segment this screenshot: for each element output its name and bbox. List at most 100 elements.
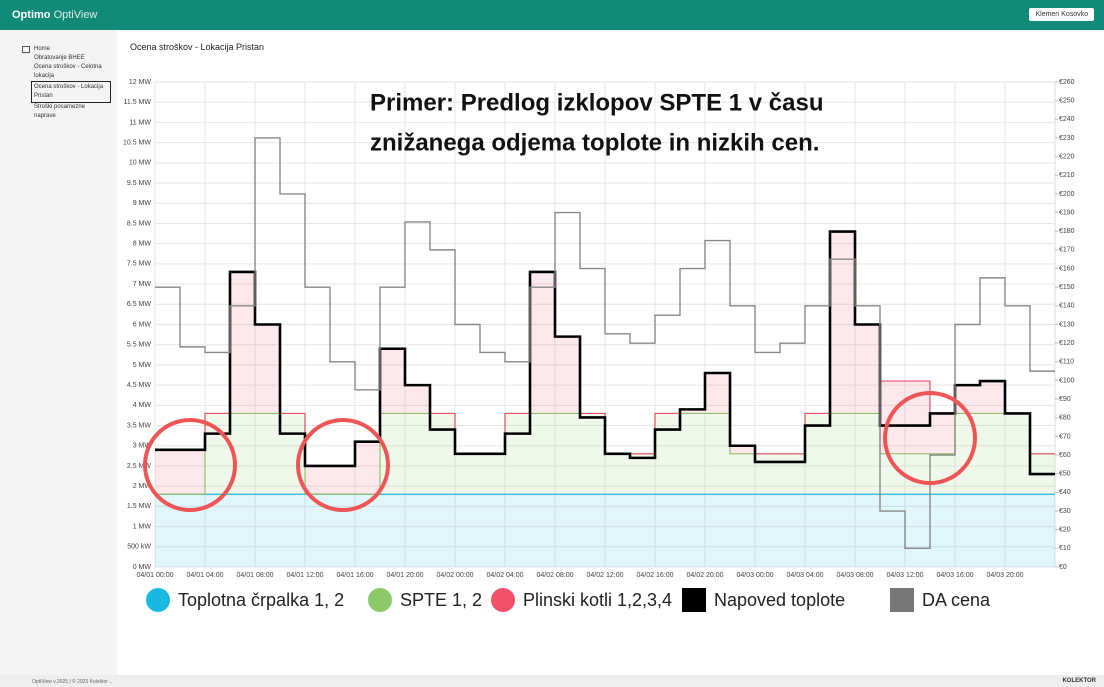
brand-name: Optimo bbox=[12, 9, 51, 21]
legend-item[interactable]: Toplotna črpalka 1, 2 bbox=[146, 588, 344, 612]
stack-segment bbox=[980, 413, 1005, 495]
y-tick-label: 11 MW bbox=[129, 119, 151, 126]
highlight-circle bbox=[296, 418, 390, 512]
x-tick-label: 04/03 12:00 bbox=[887, 572, 924, 579]
nav-item[interactable]: Home bbox=[22, 45, 108, 54]
stack-segment bbox=[705, 413, 730, 495]
y2-tick-label: €100 bbox=[1059, 377, 1075, 384]
stack-segment bbox=[680, 413, 705, 495]
legend-item[interactable]: SPTE 1, 2 bbox=[368, 588, 482, 612]
y-tick-label: 4.5 MW bbox=[127, 382, 152, 389]
legend-swatch bbox=[368, 588, 392, 612]
stack-segment bbox=[1005, 494, 1030, 567]
stack-segment bbox=[830, 413, 855, 495]
stack-segment bbox=[580, 494, 605, 567]
stack-segment bbox=[630, 494, 655, 567]
stack-segment bbox=[805, 413, 830, 495]
y-tick-label: 4 MW bbox=[133, 402, 152, 409]
stack-segment bbox=[805, 494, 830, 567]
legend-swatch bbox=[890, 588, 914, 612]
stack-segment bbox=[980, 494, 1005, 567]
stack-segment bbox=[430, 413, 455, 495]
stack-segment bbox=[430, 494, 455, 567]
step-line bbox=[155, 137, 1055, 550]
y-tick-label: 3 MW bbox=[133, 443, 152, 450]
x-tick-label: 04/02 04:00 bbox=[487, 572, 524, 579]
nav-item-active[interactable]: Ocena stroškov - Lokacija Pristan bbox=[31, 81, 111, 103]
stack-segment bbox=[455, 453, 480, 495]
legend-label: Plinski kotli 1,2,3,4 bbox=[523, 590, 672, 610]
y-tick-label: 10.5 MW bbox=[123, 139, 151, 146]
legend-item[interactable]: Napoved toplote bbox=[682, 588, 845, 612]
stack-segment bbox=[480, 494, 505, 567]
stack-segment bbox=[480, 453, 505, 495]
y-tick-label: 9.5 MW bbox=[127, 180, 152, 187]
y-tick-label: 10 MW bbox=[129, 160, 152, 167]
top-bar: Optimo OptiView Klemen Kosovko bbox=[0, 0, 1104, 30]
stack-segment bbox=[230, 271, 255, 414]
stack-segment bbox=[180, 494, 205, 567]
brand[interactable]: Optimo OptiView bbox=[12, 9, 97, 21]
y2-tick-label: €260 bbox=[1059, 79, 1075, 86]
y2-tick-label: €230 bbox=[1059, 135, 1075, 142]
y2-tick-label: €120 bbox=[1059, 340, 1075, 347]
x-tick-label: 04/02 08:00 bbox=[537, 572, 574, 579]
stack-segment bbox=[280, 494, 305, 567]
x-tick-label: 04/01 00:00 bbox=[137, 572, 174, 579]
stack-segment bbox=[330, 494, 355, 567]
y2-tick-label: €80 bbox=[1059, 415, 1071, 422]
stack-segment bbox=[855, 413, 880, 495]
y-tick-label: 9 MW bbox=[133, 200, 152, 207]
stack-segment bbox=[505, 494, 530, 567]
stack-segment bbox=[730, 445, 755, 454]
y2-tick-label: €110 bbox=[1059, 359, 1074, 366]
y2-tick-label: €240 bbox=[1059, 116, 1075, 123]
y-tick-label: 7 MW bbox=[133, 281, 152, 288]
stack-segment bbox=[905, 453, 930, 495]
stack-segment bbox=[930, 453, 955, 495]
y-tick-label: 12 MW bbox=[129, 79, 152, 86]
legend-item[interactable]: DA cena bbox=[890, 588, 991, 612]
y2-tick-label: €70 bbox=[1059, 433, 1071, 440]
y-tick-label: 500 kW bbox=[127, 544, 151, 551]
stack-segment bbox=[1005, 413, 1030, 495]
nav-item[interactable]: Obratovanje BHEE bbox=[34, 55, 85, 61]
stack-segment bbox=[880, 494, 905, 567]
stack-segment bbox=[1030, 494, 1055, 567]
nav-item[interactable]: Ocena stroškov - Celotna lokacija bbox=[34, 64, 102, 79]
stack-segment bbox=[555, 336, 580, 414]
y-tick-label: 0 MW bbox=[133, 564, 152, 571]
user-menu[interactable]: Klemen Kosovko bbox=[1029, 8, 1094, 21]
legend-label: DA cena bbox=[922, 590, 991, 610]
stack-segment bbox=[705, 494, 730, 567]
stack-segment bbox=[155, 449, 180, 495]
legend-swatch bbox=[491, 588, 515, 612]
stack-segment bbox=[530, 494, 555, 567]
highlight-circle bbox=[143, 418, 237, 512]
y-tick-label: 5.5 MW bbox=[127, 342, 152, 349]
x-tick-label: 04/03 16:00 bbox=[937, 572, 974, 579]
nav-item[interactable]: Stroški posamezne naprave bbox=[34, 104, 86, 119]
stack-segment bbox=[555, 494, 580, 567]
stack-segment bbox=[255, 494, 280, 567]
stack-segment bbox=[605, 453, 630, 495]
x-tick-label: 04/03 00:00 bbox=[737, 572, 774, 579]
y2-tick-label: €210 bbox=[1059, 172, 1075, 179]
x-tick-label: 04/03 04:00 bbox=[787, 572, 824, 579]
stack-segment bbox=[830, 494, 855, 567]
stack-segment bbox=[555, 413, 580, 495]
stack-segment bbox=[930, 494, 955, 567]
stack-segment bbox=[330, 465, 355, 495]
x-tick-label: 04/02 00:00 bbox=[437, 572, 474, 579]
legend-swatch bbox=[146, 588, 170, 612]
y2-tick-label: €20 bbox=[1059, 527, 1071, 534]
stack-segment bbox=[630, 453, 655, 495]
stack-segment bbox=[830, 231, 855, 414]
legend-item[interactable]: Plinski kotli 1,2,3,4 bbox=[491, 588, 672, 612]
stack-segment bbox=[255, 413, 280, 495]
stack-segment bbox=[755, 494, 780, 567]
stack-segment bbox=[930, 413, 955, 454]
stack-segment bbox=[855, 494, 880, 567]
annotation: znižanega odjema toplote in nizkih cen. bbox=[370, 129, 819, 156]
